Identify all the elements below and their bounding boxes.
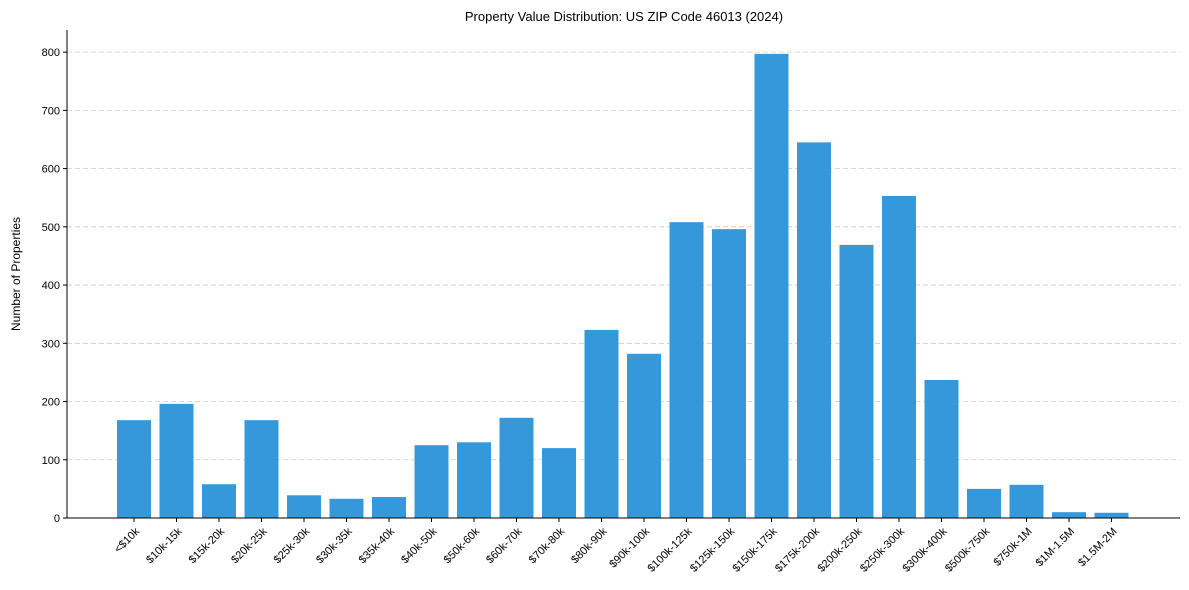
bar-21 — [1009, 484, 1044, 518]
x-tick-label: $40k-50k — [399, 525, 440, 566]
bar-15 — [754, 53, 789, 519]
bar-4 — [287, 495, 321, 518]
x-tick-label: $15k-20k — [187, 525, 228, 566]
x-tick-label: $125k-150k — [688, 525, 737, 574]
x-tick-label: $300k-400k — [900, 525, 949, 574]
bar-5 — [329, 498, 364, 518]
x-tick-label: $20k-25k — [229, 525, 270, 566]
x-tick-label: $50k-60k — [442, 525, 483, 566]
bar-11 — [584, 329, 619, 518]
x-tick-label: $100k-125k — [645, 525, 694, 574]
x-tick-label: $750k-1M — [992, 526, 1035, 569]
x-tick-label: $35k-40k — [357, 525, 398, 566]
x-tick-label: $90k-100k — [607, 525, 652, 570]
y-tick-label: 700 — [42, 105, 60, 117]
y-tick-label: 0 — [54, 513, 60, 525]
y-axis-label: Number of Properties — [9, 217, 23, 331]
x-tick-label: $10k-15k — [144, 525, 185, 566]
x-tick-label: $80k-90k — [569, 525, 610, 566]
bar-14 — [712, 229, 746, 518]
bar-20 — [967, 488, 1001, 518]
y-tick-label: 200 — [42, 397, 60, 409]
x-tick-label: $500k-750k — [943, 525, 992, 574]
x-tick-label: <$10k — [112, 525, 142, 555]
bar-3 — [244, 420, 279, 518]
y-tick-label: 400 — [42, 280, 60, 292]
x-tick-label: $60k-70k — [484, 525, 525, 566]
y-tick-label: 800 — [42, 47, 60, 59]
bar-10 — [542, 448, 576, 518]
x-tick-label: $150k-175k — [730, 525, 779, 574]
bar-8 — [457, 442, 491, 518]
x-tick-label: $30k-35k — [314, 525, 355, 566]
bar-6 — [372, 497, 406, 518]
chart-title: Property Value Distribution: US ZIP Code… — [465, 9, 783, 24]
bar-2 — [202, 484, 236, 518]
bar-19 — [924, 379, 959, 518]
x-tick-label: $250k-300k — [858, 525, 907, 574]
x-tick-label: $70k-80k — [527, 525, 568, 566]
bar-12 — [627, 353, 661, 518]
bar-18 — [882, 195, 916, 518]
bar-17 — [839, 244, 874, 518]
x-tick-label: $1M-1.5M — [1034, 526, 1078, 570]
bar-1 — [159, 403, 194, 518]
x-tick-label: $25k-30k — [272, 525, 313, 566]
bar-9 — [499, 417, 534, 518]
bar-23 — [1094, 512, 1129, 518]
x-tick-label: $175k-200k — [773, 525, 822, 574]
bar-13 — [669, 222, 704, 518]
y-tick-label: 300 — [42, 338, 60, 350]
bar-0 — [117, 420, 151, 518]
bar-22 — [1052, 512, 1086, 518]
x-tick-label: $200k-250k — [815, 525, 864, 574]
y-tick-label: 500 — [42, 222, 60, 234]
y-tick-label: 600 — [42, 164, 60, 176]
bar-7 — [414, 445, 449, 518]
y-tick-label: 100 — [42, 455, 60, 467]
x-tick-label: $1.5M-2M — [1076, 526, 1120, 570]
bar-16 — [797, 142, 831, 518]
